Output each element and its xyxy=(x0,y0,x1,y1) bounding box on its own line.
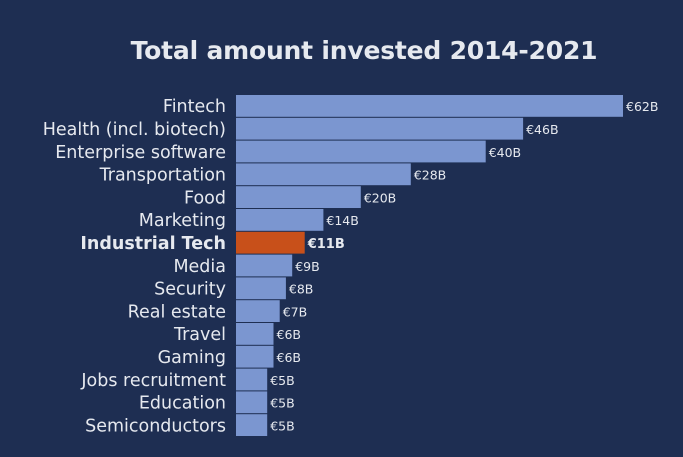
category-label-marketing: Marketing xyxy=(139,211,226,231)
value-label-food: €20B xyxy=(364,190,396,205)
category-label-gaming: Gaming xyxy=(158,348,226,368)
category-label-transportation: Transportation xyxy=(99,166,226,186)
bar-food xyxy=(236,186,361,208)
bar-jobs-recruitment xyxy=(236,368,268,391)
value-label-health-incl-biotech: €46B xyxy=(526,122,558,137)
bar-education xyxy=(236,391,268,414)
category-label-semiconductors: Semiconductors xyxy=(85,416,226,436)
value-label-real-estate: €7B xyxy=(283,304,307,319)
category-label-industrial-tech: Industrial Tech xyxy=(80,234,226,254)
value-label-security: €8B xyxy=(289,282,313,297)
category-label-travel: Travel xyxy=(173,325,226,345)
category-label-food: Food xyxy=(184,188,226,208)
value-label-fintech: €62B xyxy=(626,99,658,114)
value-label-transportation: €28B xyxy=(414,168,446,183)
value-label-enterprise-software: €40B xyxy=(489,145,521,160)
value-label-education: €5B xyxy=(270,396,294,411)
bar-health-incl-biotech xyxy=(236,117,524,140)
bar-gaming xyxy=(236,345,274,368)
category-label-education: Education xyxy=(139,394,226,414)
bar-fintech xyxy=(236,95,623,117)
bar-transportation xyxy=(236,163,411,186)
bar-media xyxy=(236,254,293,277)
value-label-industrial-tech: €11B xyxy=(307,237,345,252)
bar-security xyxy=(236,277,286,300)
bar-travel xyxy=(236,323,274,345)
category-label-security: Security xyxy=(154,280,226,300)
bar-semiconductors xyxy=(236,414,268,436)
value-label-jobs-recruitment: €5B xyxy=(270,373,294,388)
chart-title: Total amount invested 2014-2021 xyxy=(130,36,598,65)
category-label-media: Media xyxy=(173,257,226,277)
value-label-marketing: €14B xyxy=(326,213,358,228)
bar-industrial-tech xyxy=(236,231,305,254)
value-label-gaming: €6B xyxy=(277,350,301,365)
category-label-real-estate: Real estate xyxy=(128,302,226,322)
category-label-enterprise-software: Enterprise software xyxy=(55,143,226,163)
bar-enterprise-software xyxy=(236,140,486,163)
category-label-fintech: Fintech xyxy=(163,97,226,117)
category-label-jobs-recruitment: Jobs recruitment xyxy=(80,371,226,391)
category-label-health-incl-biotech: Health (incl. biotech) xyxy=(43,120,226,140)
value-label-travel: €6B xyxy=(277,327,301,342)
bar-real-estate xyxy=(236,300,280,322)
value-label-media: €9B xyxy=(295,259,319,274)
value-label-semiconductors: €5B xyxy=(270,418,294,433)
bar-marketing xyxy=(236,209,324,231)
